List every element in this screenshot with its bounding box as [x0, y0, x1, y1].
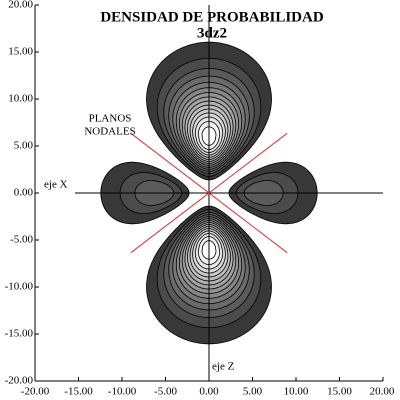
y-tick-label: -20.00	[5, 375, 34, 387]
annotation: PLANOS	[89, 113, 132, 125]
chart-title: DENSIDAD DE PROBABILIDAD	[100, 9, 324, 25]
y-tick-label: 0.00	[14, 187, 34, 199]
y-tick-label: -5.00	[10, 234, 33, 246]
annotation: NODALES	[84, 126, 135, 138]
y-tick-label: 20.00	[8, 0, 33, 11]
nodal-plane	[130, 132, 288, 254]
axes: -20.00 -15.00 -10.00 -5.00 0.00 5.00 10.00 15.0…	[5, 0, 395, 398]
x-tick-label: -10.00	[108, 386, 137, 398]
y-tick-label: 5.00	[14, 140, 34, 152]
x-tick-label: 0.00	[199, 386, 219, 398]
y-axis-label: eje Z	[212, 361, 235, 373]
x-tick-label: 10.00	[284, 386, 309, 398]
x-tick-label: -5.00	[154, 386, 177, 398]
y-tick-label: 10.00	[8, 93, 33, 105]
x-tick-label: 15.00	[327, 386, 352, 398]
x-tick-label: -15.00	[64, 386, 93, 398]
x-tick-label: 5.00	[243, 386, 263, 398]
chart-subtitle: 3dz2	[197, 25, 227, 41]
x-tick-label: 20.00	[370, 386, 395, 398]
y-tick-label: -10.00	[5, 281, 34, 293]
x-axis-label: eje X	[44, 179, 68, 191]
y-tick-label: -15.00	[5, 328, 34, 340]
x-tick-label: -20.00	[21, 386, 50, 398]
y-tick-label: 15.00	[8, 46, 33, 58]
